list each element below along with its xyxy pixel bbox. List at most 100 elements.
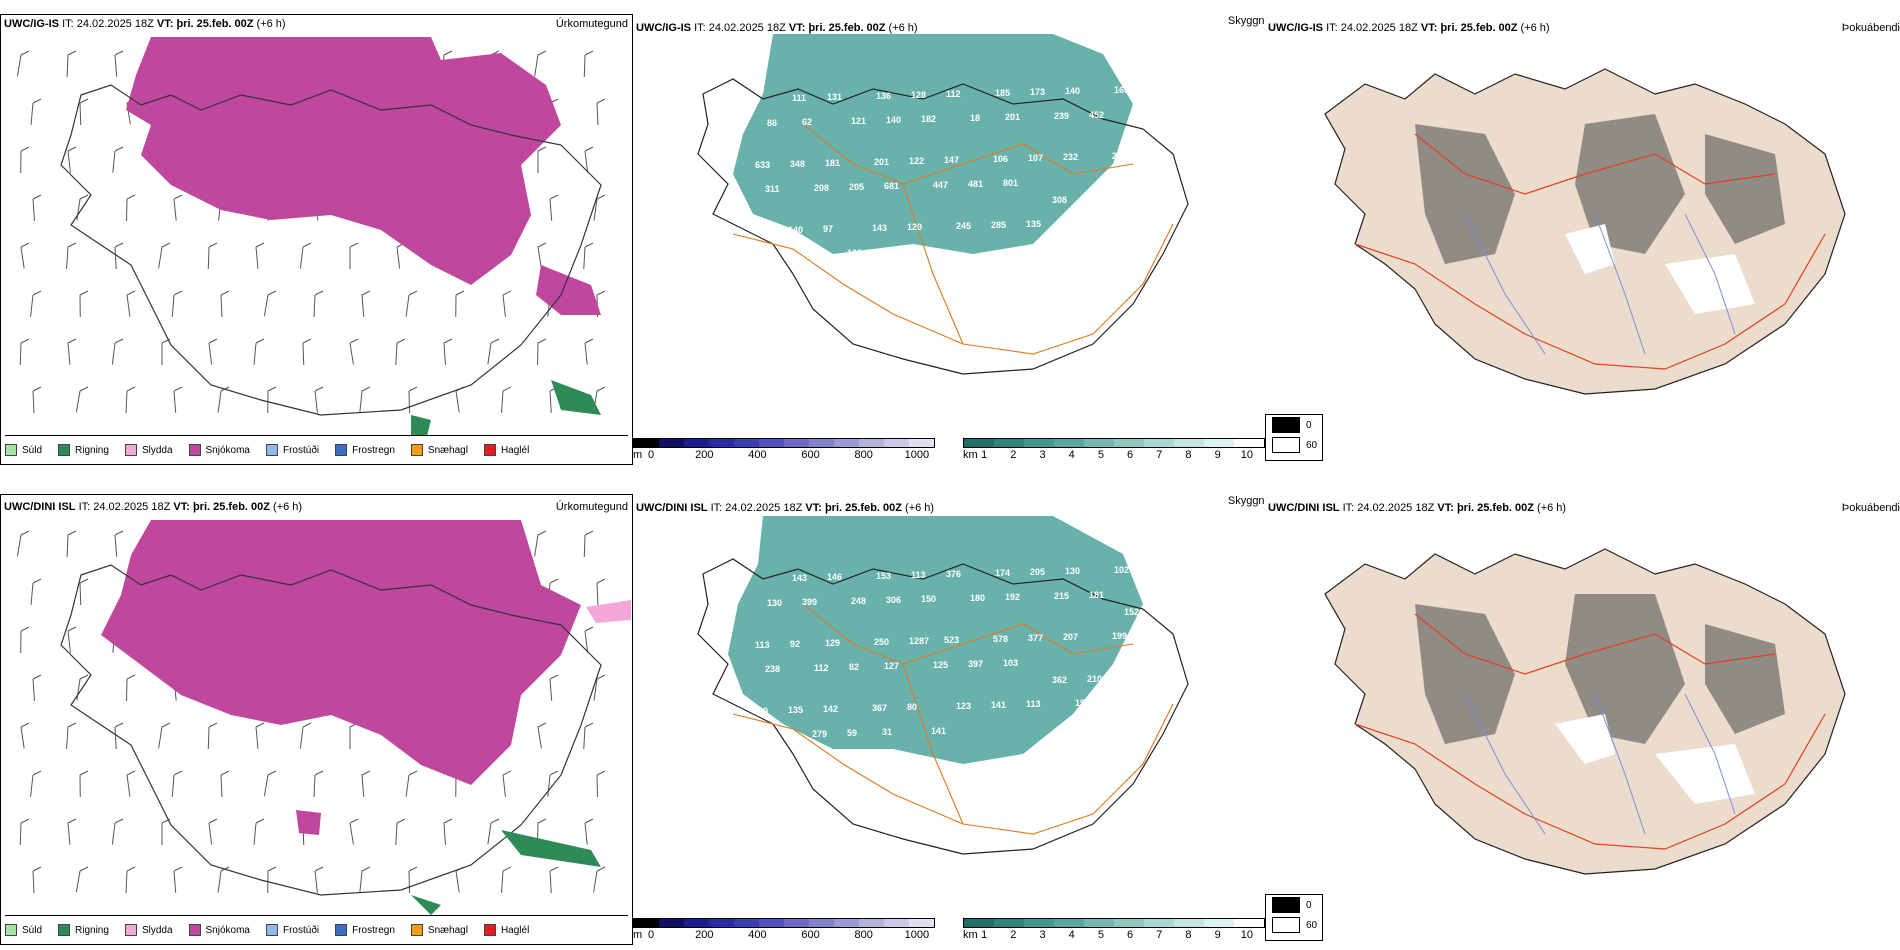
wind-barb-flag bbox=[596, 98, 606, 104]
fog-title-bottom: UWC/DINI ISL IT: 24.02.2025 18Z VT: þri.… bbox=[1268, 502, 1567, 514]
precip-legend-bottom: Súld Rigning Slydda Snjókoma Frostúði Frostre… bbox=[5, 915, 628, 940]
wind-barb-flag bbox=[596, 866, 606, 872]
colorbar-tick-label: 600 bbox=[801, 929, 820, 941]
wind-barb-staff bbox=[173, 390, 177, 413]
legend-label: Snjókoma bbox=[205, 924, 250, 936]
colorbar-segment bbox=[809, 439, 834, 447]
cloud-base-label: 239 bbox=[1054, 111, 1069, 121]
rivers-fog-bottom bbox=[1464, 693, 1736, 835]
cloud-base-label: 452 bbox=[1089, 110, 1104, 120]
wind-barb-flag bbox=[32, 290, 42, 296]
wind-barb-staff bbox=[349, 822, 354, 845]
wind-barb-staff bbox=[114, 726, 117, 749]
wind-barb-staff bbox=[593, 870, 598, 893]
wind-barb-flag bbox=[302, 338, 312, 344]
wind-barb-staff bbox=[114, 534, 118, 557]
wind-barb-staff bbox=[220, 774, 223, 797]
colorbar-unit: km bbox=[963, 929, 978, 941]
precip-legend-top: Súld Rigning Slydda Snjókoma Frostúði Frostre… bbox=[5, 435, 628, 460]
colorbar-tick-label: 7 bbox=[1156, 929, 1163, 941]
cloud-base-label: 140 bbox=[886, 115, 901, 125]
cloud-base-label: 248 bbox=[851, 596, 866, 606]
cloud-base-label: 399 bbox=[802, 597, 817, 607]
wind-barb-flag bbox=[584, 146, 594, 152]
cloud-base-label: 103 bbox=[847, 248, 862, 258]
colorbar-tick-label: 400 bbox=[748, 929, 767, 941]
cloud-base-label: 154 bbox=[1087, 194, 1102, 204]
iceland-outline-vis-top bbox=[697, 78, 1189, 375]
colorbar-tick-label: 400 bbox=[748, 449, 767, 461]
wind-barb-flag bbox=[349, 338, 359, 344]
cloud-base-label: 127 bbox=[884, 661, 899, 671]
rain-area-bottom-2 bbox=[411, 895, 441, 915]
colorbar-tick-label: 2 bbox=[1010, 449, 1017, 461]
wind-barb-flag bbox=[114, 722, 124, 728]
legend-swatch bbox=[188, 924, 201, 936]
wind-barb-flag bbox=[67, 626, 77, 632]
wind-barb-flag bbox=[255, 722, 265, 728]
cloud-base-label: 114 bbox=[812, 249, 827, 259]
legend-item: Súld bbox=[5, 924, 42, 936]
legend-item: Frostúði bbox=[265, 924, 319, 936]
colorbar-tick-label: 5 bbox=[1097, 929, 1104, 941]
legend-swatch bbox=[335, 924, 348, 936]
snow-area-top-east bbox=[536, 265, 601, 315]
colorbar-unit: km bbox=[963, 449, 978, 461]
legend-swatch bbox=[58, 924, 71, 936]
colorbar-segment bbox=[1174, 919, 1204, 927]
cloud-base-label: 122 bbox=[909, 156, 924, 166]
wind-barb-flag bbox=[79, 194, 89, 200]
wind-barb-flag bbox=[255, 242, 265, 248]
wind-barb-staff bbox=[502, 294, 506, 317]
legend-swatch bbox=[5, 924, 17, 936]
wind-barb-flag bbox=[79, 674, 89, 680]
wind-barb-flag bbox=[32, 98, 42, 104]
wind-barb-staff bbox=[502, 774, 506, 797]
legend-item: Frostregn bbox=[335, 924, 395, 936]
precip-title-top: UWC/IG-IS IT: 24.02.2025 18Z VT: þri. 25… bbox=[4, 18, 286, 30]
cloud-base-label: 59 bbox=[847, 728, 857, 738]
wind-barb-flag bbox=[596, 194, 606, 200]
colorbar-segment bbox=[1144, 439, 1174, 447]
wind-barb-flag bbox=[20, 626, 30, 632]
wind-barb-staff bbox=[79, 102, 82, 125]
wind-barb-flag bbox=[208, 722, 218, 728]
wind-barb-staff bbox=[208, 822, 213, 845]
fog-dark-areas-bottom bbox=[1415, 594, 1785, 744]
wind-barb-staff bbox=[20, 726, 25, 749]
snow-area-top bbox=[126, 37, 561, 285]
cloud-base-label: 140 bbox=[1065, 86, 1080, 96]
legend-swatch bbox=[124, 444, 137, 456]
precip-panel-top: UWC/IG-IS IT: 24.02.2025 18Z VT: þri. 25… bbox=[0, 14, 633, 465]
cloud-base-label: 245 bbox=[956, 221, 971, 231]
legend-swatch bbox=[58, 444, 71, 456]
colorbar-ramp bbox=[633, 438, 935, 448]
wind-barb-flag bbox=[302, 722, 312, 728]
cloud-base-label: 129 bbox=[825, 638, 840, 648]
cloud-base-label: 633 bbox=[755, 160, 770, 170]
colorbar-tick-label: 3 bbox=[1039, 929, 1046, 941]
cloud-base-label: 578 bbox=[993, 634, 1008, 644]
wind-barb-staff bbox=[455, 870, 460, 893]
cloud-base-label: 377 bbox=[1028, 633, 1043, 643]
fog-key-low-swatch bbox=[1272, 917, 1300, 933]
wind-barb-staff bbox=[443, 822, 446, 845]
wind-barb-staff bbox=[455, 390, 460, 413]
cloud-base-label: 182 bbox=[921, 114, 936, 124]
cloud-base-label: 18 bbox=[970, 113, 980, 123]
cloud-base-label: 140 bbox=[788, 225, 803, 235]
colorbar-tick-label: 1 bbox=[981, 449, 988, 461]
precip-product-bottom: Úrkomutegund bbox=[555, 501, 628, 513]
colorbar-tick-label: 7 bbox=[1156, 449, 1163, 461]
wind-barb-flag bbox=[584, 50, 594, 56]
cloud-base-label: 207 bbox=[1063, 632, 1078, 642]
legend-label: Rigning bbox=[75, 924, 109, 936]
cloud-base-label: 143 bbox=[792, 573, 807, 583]
wind-barb-staff bbox=[30, 774, 34, 797]
wind-barb-flag bbox=[408, 866, 418, 872]
wind-barb-staff bbox=[349, 342, 354, 365]
wind-barb-staff bbox=[583, 534, 586, 557]
wind-barb-flag bbox=[79, 386, 89, 392]
cloud-base-label: 238 bbox=[765, 664, 780, 674]
fog-dark-areas-top bbox=[1415, 114, 1785, 264]
